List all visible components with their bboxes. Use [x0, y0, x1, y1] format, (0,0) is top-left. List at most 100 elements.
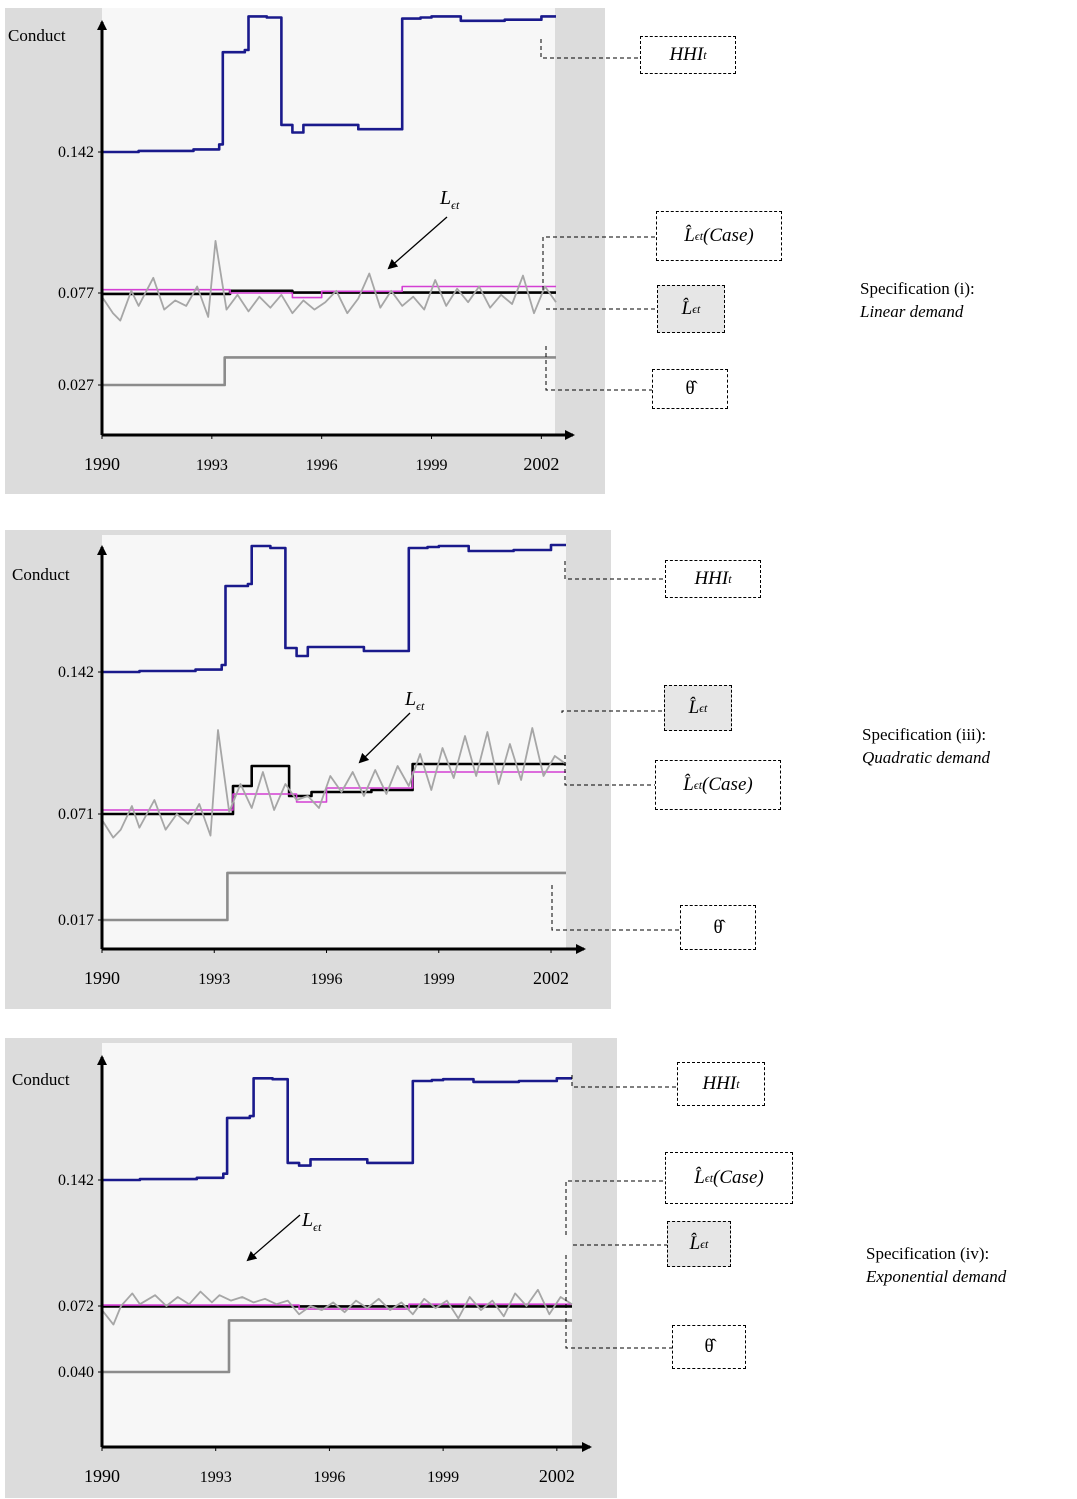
x-tick-label: 1999 — [427, 1469, 459, 1486]
specification-model: Linear demand — [860, 302, 964, 321]
series-line-l-eps — [101, 727, 567, 839]
y-tick-label: 0.142 — [58, 664, 94, 681]
y-tick-label: 0.142 — [58, 144, 94, 161]
legend-theta: θ̂ — [672, 1325, 746, 1369]
chart-panel-exponential: 0.142 0.072 0.040 1990 1993 1996 1999 2002 Cond… — [0, 1035, 1077, 1499]
x-tick-label: 1990 — [84, 968, 120, 988]
leader-line-lcase — [565, 1180, 665, 1235]
x-tick-label: 2002 — [533, 968, 569, 988]
x-tick-label: 1993 — [198, 971, 230, 988]
y-tick-label: 0.072 — [58, 1298, 94, 1315]
leader-line-hhi — [564, 561, 665, 580]
l-eps-arrow — [246, 1214, 301, 1262]
legend-hhi: HHI t — [640, 36, 736, 74]
leader-line-lcase — [542, 236, 656, 290]
l-eps-symbol: L — [302, 1209, 314, 1231]
l-eps-marker: Lϵt — [405, 688, 424, 714]
y-tick-label: 0.017 — [58, 912, 94, 929]
specification-model: Quadratic demand — [862, 748, 990, 767]
y-axis-title: Conduct — [12, 1070, 70, 1089]
x-tick-label: 2002 — [539, 1466, 575, 1486]
l-eps-symbol: L — [440, 187, 452, 209]
series-line-theta — [102, 1319, 572, 1374]
legend-theta: θ̂ — [652, 369, 728, 409]
chart-panel-linear: 0.142 0.077 0.027 1990 1993 1996 1999 2002 Cond… — [0, 0, 1077, 500]
legend-l-hat-sub: ϵt — [700, 1236, 709, 1251]
x-tick-label: 1990 — [84, 1466, 120, 1486]
legend-hhi: HHI t — [665, 560, 761, 598]
x-tick-label: 1999 — [416, 457, 448, 474]
series-line-hhi — [102, 15, 556, 154]
l-eps-arrow — [358, 712, 411, 764]
x-tick-label: 1996 — [313, 1469, 345, 1486]
specification-line: Specification (i): — [860, 279, 975, 298]
legend-l-hat-case-text: (Case) — [713, 1167, 764, 1188]
chart-exponential-svg: 0.142 0.072 0.040 1990 1993 1996 1999 2002 — [5, 1038, 677, 1498]
series-line-theta — [102, 356, 556, 387]
legend-l-hat-case-symbol: L̂ — [684, 225, 695, 246]
x-tick-label: 1996 — [311, 971, 343, 988]
y-tick-label: 0.142 — [58, 1172, 94, 1189]
y-tick-label: 0.077 — [58, 285, 94, 302]
specification-label: Specification (i): Linear demand — [860, 277, 975, 323]
chart-linear-svg: 0.142 0.077 0.027 1990 1993 1996 1999 2002 — [5, 8, 657, 494]
legend-hhi-sub: t — [728, 571, 732, 586]
legend-hhi: HHI t — [677, 1062, 765, 1106]
legend-l-hat: L̂ ϵt — [667, 1221, 731, 1267]
specification-label: Specification (iv): Exponential demand — [866, 1242, 1006, 1288]
legend-hhi-text: HHI — [702, 1073, 737, 1094]
leader-line-theta — [545, 346, 652, 391]
legend-l-hat-symbol: L̂ — [689, 1233, 701, 1254]
y-tick-label: 0.027 — [58, 377, 94, 394]
l-eps-symbol: L — [405, 688, 417, 710]
series-line-l-eps — [101, 1288, 573, 1326]
l-eps-subscript: ϵt — [451, 198, 460, 212]
specification-line: Specification (iv): — [866, 1244, 990, 1263]
l-eps-subscript: ϵt — [416, 699, 425, 713]
specification-line: Specification (iii): — [862, 725, 987, 744]
legend-l-hat-case: L̂ ϵt (Case) — [656, 211, 782, 261]
l-eps-marker: Lϵt — [440, 187, 459, 213]
x-tick-label: 1990 — [84, 454, 120, 474]
plot-area — [102, 1043, 572, 1447]
series-line-theta — [102, 871, 566, 922]
x-tick-label: 1999 — [423, 971, 455, 988]
series-line-hhi — [102, 1077, 572, 1182]
l-eps-arrow — [387, 216, 448, 270]
series-line-l-hat-case — [102, 771, 566, 811]
legend-l-hat-case: L̂ ϵt (Case) — [655, 760, 781, 810]
legend-l-hat-case-sub: ϵt — [704, 1170, 714, 1185]
legend-l-hat-case-sub: ϵt — [694, 228, 704, 243]
l-eps-subscript: ϵt — [313, 1220, 322, 1234]
specification-model: Exponential demand — [866, 1267, 1007, 1286]
legend-hhi-text: HHI — [669, 44, 704, 65]
leader-line-lhat — [561, 710, 664, 713]
legend-theta: θ̂ — [680, 905, 756, 950]
x-tick-label: 1993 — [196, 457, 228, 474]
y-tick-label: 0.071 — [58, 806, 94, 823]
legend-l-hat: L̂ ϵt — [657, 285, 725, 333]
legend-l-hat-case-text: (Case) — [702, 774, 753, 795]
series-line-l-hat-case — [102, 285, 556, 299]
legend-l-hat-case: L̂ ϵt (Case) — [665, 1152, 793, 1204]
y-tick-label: 0.040 — [58, 1364, 94, 1381]
legend-hhi-sub: t — [736, 1076, 740, 1091]
legend-l-hat-symbol: L̂ — [681, 298, 693, 319]
legend-l-hat-case-symbol: L̂ — [694, 1167, 705, 1188]
legend-theta-text: θ̂ — [704, 1336, 714, 1357]
y-axis-title: Conduct — [12, 565, 70, 584]
leader-line-hhi — [571, 1075, 677, 1088]
chart-quadratic-svg: 0.142 0.071 0.017 1990 1993 1996 1999 2002 — [5, 530, 680, 1009]
leader-line-hhi — [540, 39, 640, 59]
series-line-l-hat — [102, 762, 566, 816]
legend-l-hat-case-text: (Case) — [703, 225, 754, 246]
series-line-hhi — [102, 543, 566, 674]
leader-line-lcase — [564, 755, 655, 786]
plot-area — [102, 8, 555, 435]
l-eps-marker: Lϵt — [302, 1209, 321, 1235]
legend-l-hat-sub: ϵt — [692, 301, 701, 316]
x-tick-label: 2002 — [523, 454, 559, 474]
series-line-l-hat-case — [102, 1303, 572, 1310]
x-tick-label: 1996 — [306, 457, 338, 474]
legend-l-hat-sub: ϵt — [699, 700, 708, 715]
